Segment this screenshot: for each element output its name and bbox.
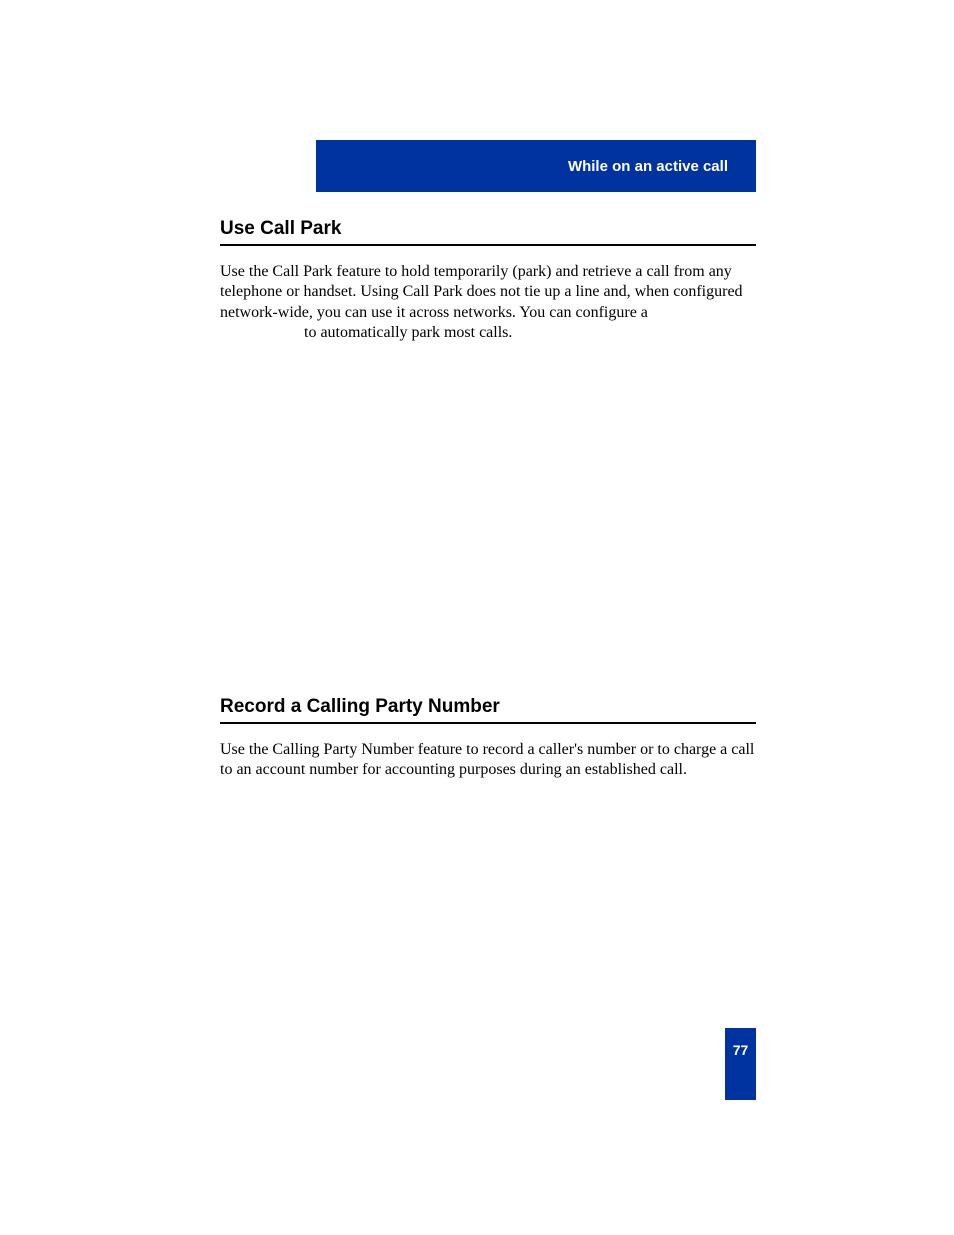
body-line2: to automatically park most calls.	[304, 324, 512, 341]
page: While on an active call Use Call Park Us…	[0, 0, 954, 1235]
page-number: 77	[733, 1042, 749, 1058]
page-number-box: 77	[725, 1028, 756, 1100]
section-body-call-park: Use the Call Park feature to hold tempor…	[220, 262, 756, 344]
section-body-record-number: Use the Calling Party Number feature to …	[220, 740, 756, 781]
section-heading-call-park: Use Call Park	[220, 218, 756, 246]
content-area: Use Call Park Use the Call Park feature …	[220, 218, 756, 781]
header-bar: While on an active call	[316, 140, 756, 192]
body-line1: Use the Call Park feature to hold tempor…	[220, 263, 743, 321]
section-record-number: Record a Calling Party Number Use the Ca…	[220, 696, 756, 781]
header-title: While on an active call	[568, 158, 728, 175]
section-heading-record-number: Record a Calling Party Number	[220, 696, 756, 724]
